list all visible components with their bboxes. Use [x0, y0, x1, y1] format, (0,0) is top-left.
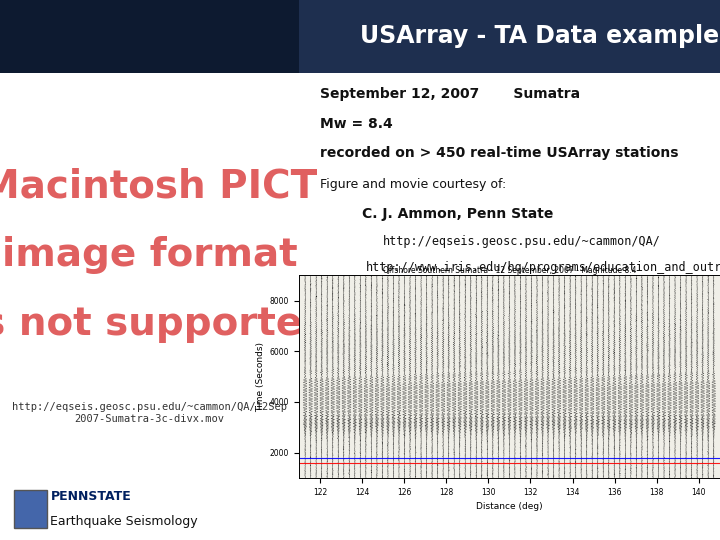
Text: http://www.iris.edu/hq/programs/education_and_outreach: http://www.iris.edu/hq/programs/educatio… [366, 261, 720, 274]
Y-axis label: Time (Seconds): Time (Seconds) [256, 342, 265, 411]
Text: /visualizations: /visualizations [467, 287, 574, 301]
Text: image format: image format [1, 236, 297, 274]
Text: Figure and movie courtesy of:: Figure and movie courtesy of: [320, 178, 506, 191]
Text: PENNSTATE: PENNSTATE [50, 490, 131, 503]
Text: http://eqseis.geosc.psu.edu/~cammon/QA/: http://eqseis.geosc.psu.edu/~cammon/QA/ [383, 235, 661, 248]
Text: USArray - TA Data example: USArray - TA Data example [361, 24, 719, 49]
Text: Mw = 8.4: Mw = 8.4 [320, 117, 392, 131]
Text: September 12, 2007       Sumatra: September 12, 2007 Sumatra [320, 87, 580, 101]
Title: Offshore Southern Sumatra - 12 September, 2007 - Magnitude 8.4: Offshore Southern Sumatra - 12 September… [382, 266, 636, 275]
Bar [0, 0, 299, 73]
Text: Earthquake Seismology: Earthquake Seismology [50, 515, 198, 528]
Bar [299, 0, 720, 73]
Text: http://eqseis.geosc.psu.edu/~cammon/QA/12Sep
2007-Sumatra-3c-divx.mov: http://eqseis.geosc.psu.edu/~cammon/QA/1… [12, 402, 287, 424]
X-axis label: Distance (deg): Distance (deg) [476, 502, 543, 511]
Bar [14, 490, 47, 528]
Text: C. J. Ammon, Penn State: C. J. Ammon, Penn State [362, 206, 554, 220]
Text: recorded on > 450 real-time USArray stations: recorded on > 450 real-time USArray stat… [320, 146, 678, 160]
Text: is not supported: is not supported [0, 305, 330, 343]
Text: Macintosh PICT: Macintosh PICT [0, 167, 318, 205]
